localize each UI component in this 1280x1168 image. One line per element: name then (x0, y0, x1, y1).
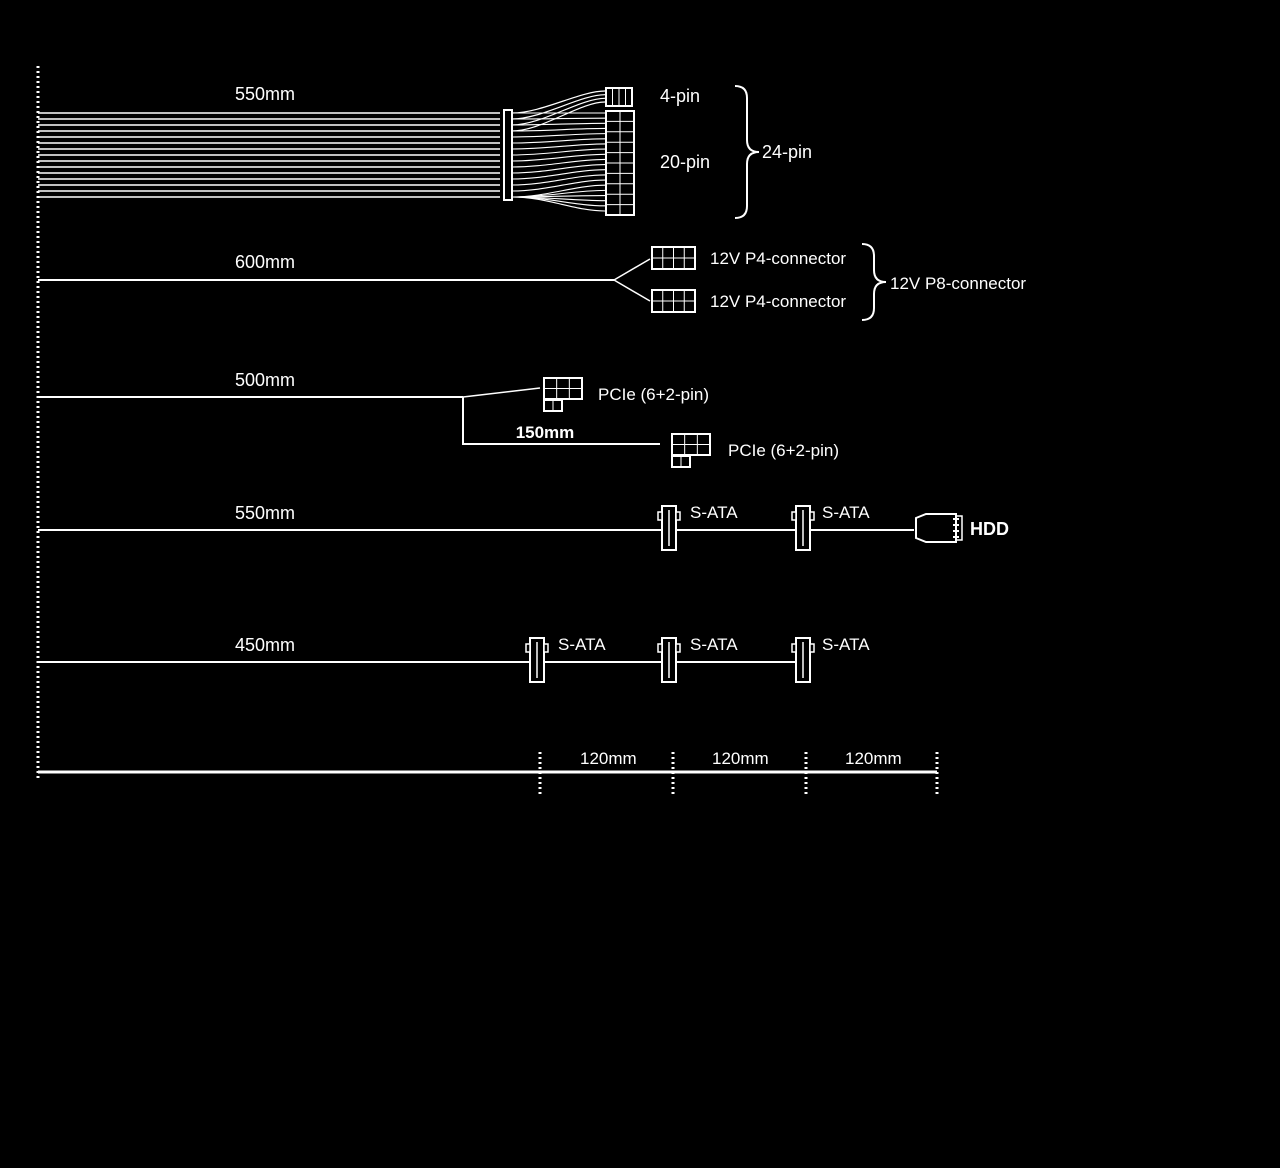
label-p4-b: 12V P4-connector (710, 292, 846, 311)
pcie-length-label: 500mm (235, 370, 295, 390)
ruler-label-0: 120mm (580, 749, 637, 768)
connector-20pin (606, 111, 634, 215)
label-hdd: HDD (970, 519, 1009, 539)
label-p4-a: 12V P4-connector (710, 249, 846, 268)
sata-hdd-length-label: 550mm (235, 503, 295, 523)
sata-connector-b1 (658, 638, 680, 682)
pcie-seg2-label: 150mm (516, 423, 575, 442)
connector-p4-b (652, 290, 695, 312)
label-pcie-2: PCIe (6+2-pin) (728, 441, 839, 460)
sata-connector-a1 (792, 506, 814, 550)
label-20pin: 20-pin (660, 152, 710, 172)
connector-p4-a (652, 247, 695, 269)
ruler-label-2: 120mm (845, 749, 902, 768)
sata-connector-b2 (792, 638, 814, 682)
label-pcie-1: PCIe (6+2-pin) (598, 385, 709, 404)
label-sata-b0: S-ATA (558, 635, 606, 654)
atx-length-label: 550mm (235, 84, 295, 104)
sata-connector-b0 (526, 638, 548, 682)
ruler-label-1: 120mm (712, 749, 769, 768)
label-sata-a0: S-ATA (690, 503, 738, 522)
label-sata-b1: S-ATA (690, 635, 738, 654)
hdd-connector (916, 514, 962, 542)
label-4pin: 4-pin (660, 86, 700, 106)
label-sata-a1: S-ATA (822, 503, 870, 522)
label-sata-b2: S-ATA (822, 635, 870, 654)
sata-connector-a0 (658, 506, 680, 550)
p8-length-label: 600mm (235, 252, 295, 272)
label-p8: 12V P8-connector (890, 274, 1026, 293)
label-24pin: 24-pin (762, 142, 812, 162)
sata3-length-label: 450mm (235, 635, 295, 655)
connector-4pin (606, 88, 632, 106)
